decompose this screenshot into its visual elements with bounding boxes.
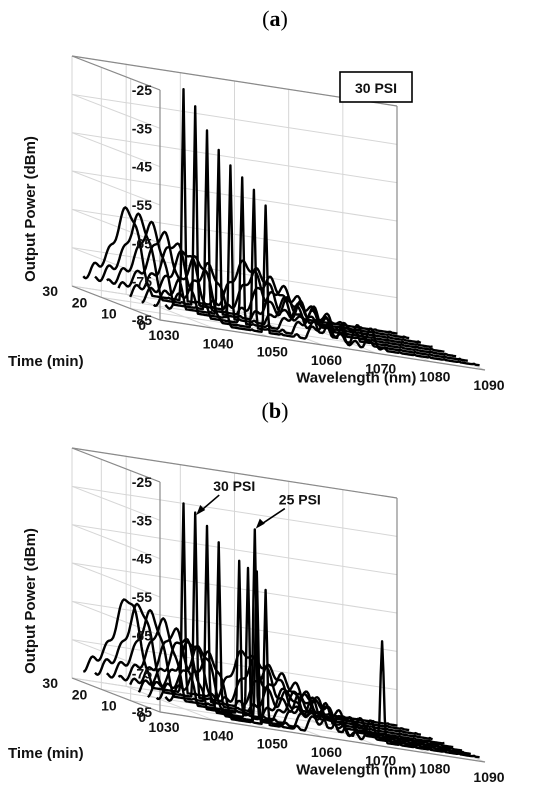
spectrum-trace-3 [137,559,454,749]
xtick-label: 1090 [473,769,504,785]
ztick-label: 30 [42,675,58,691]
spectrum-trace-1 [152,188,468,362]
xtick-label: 1040 [203,335,234,351]
ytick-label: -85 [132,704,152,720]
annotation-label-0: 30 PSI [213,478,255,494]
back-grid-y-2 [71,132,398,184]
xtick-label: 1060 [311,352,342,368]
y-axis-label: Output Power (dBm) [22,136,39,282]
ytick-label: -55 [132,197,152,213]
ztick-label: 10 [101,698,117,714]
xtick-label: 1050 [257,736,288,752]
panel-label-a: (a) [262,6,288,31]
spectrum-trace-4 [117,148,433,348]
ytick-label: -75 [132,274,152,290]
back-grid-y-4 [71,208,398,260]
box-edge-top-side [71,447,161,483]
x-axis-label: Wavelength (nm) [296,762,416,779]
x-axis-label: Wavelength (nm) [296,370,416,387]
chart-b: -25-35-45-55-65-75-851030104010501060107… [8,447,505,785]
ytick-label: -65 [132,235,152,251]
back-grid-y-4 [71,600,398,652]
annotation-box-label: 30 PSI [355,80,397,96]
ztick-label: 20 [72,294,88,310]
axis-edge-wavelength [159,319,486,371]
y-axis-label: Output Power (dBm) [22,528,39,674]
xtick-label: 1030 [148,327,179,343]
side-grid-y-2 [71,132,161,168]
annotation-box [339,71,413,103]
side-grid-y-3 [71,170,161,206]
axis-edge-wavelength [159,711,486,763]
side-grid-y-2 [71,524,161,560]
ytick-label: -25 [132,82,152,98]
ytick-label: -45 [132,159,152,175]
xtick-label: 1070 [365,752,396,768]
ytick-label: -65 [132,627,152,643]
annotation-arrowhead-1 [255,518,265,529]
xtick-label: 1060 [311,744,342,760]
back-grid-y-1 [71,93,398,145]
spectrum-trace-1 [155,570,471,756]
xtick-label: 1050 [257,344,288,360]
xtick-label: 1080 [419,369,450,385]
ztick-label: 20 [72,686,88,702]
floor-grid-x-1 [125,293,215,329]
xtick-label: 1080 [419,761,450,777]
side-grid-y-1 [71,485,161,521]
axis-edge-time [71,285,161,321]
ytick-label: -25 [132,474,152,490]
ytick-label: -35 [132,512,152,528]
spectrum-trace-5 [117,541,433,741]
ytick-label: -85 [132,312,152,328]
ztick-label: 10 [101,306,117,322]
spectrum-trace-0 [164,588,480,759]
ytick-label: -55 [132,589,152,605]
side-grid-y-3 [71,562,161,598]
box-edge-top-side [71,55,161,91]
ztick-label: 30 [42,283,58,299]
annotation-label-1: 25 PSI [279,492,321,508]
side-grid-y-1 [71,93,161,129]
ytick-label: -75 [132,666,152,682]
spectrum-trace-2 [141,176,457,358]
xtick-label: 1030 [148,719,179,735]
spectrum-trace-3 [129,164,445,353]
ytick-label: -45 [132,551,152,567]
back-grid-y-1 [71,485,398,537]
ztick-label: 0 [138,709,146,725]
side-grid-y-4 [71,600,161,636]
ztick-label: 0 [138,317,146,333]
back-grid-y-3 [71,170,398,222]
box-edge-top [71,447,398,499]
back-grid-y-2 [71,524,398,576]
z-axis-label: Time (min) [8,353,84,370]
axis-edge-time [71,677,161,713]
back-grid-y-5 [71,247,398,299]
xtick-label: 1040 [203,727,234,743]
floor-grid-x-1 [125,685,215,721]
xtick-label: 1090 [473,377,504,393]
annotation-arrowhead-0 [196,505,206,516]
ytick-label: -35 [132,120,152,136]
z-axis-label: Time (min) [8,745,84,762]
back-grid-y-3 [71,562,398,614]
xtick-label: 1070 [365,360,396,376]
chart-a: -25-35-45-55-65-75-851030104010501060107… [8,55,505,393]
panel-label-b: (b) [261,398,289,423]
spectrum-trace-0 [164,204,480,367]
spectrum-trace-2 [147,566,463,752]
